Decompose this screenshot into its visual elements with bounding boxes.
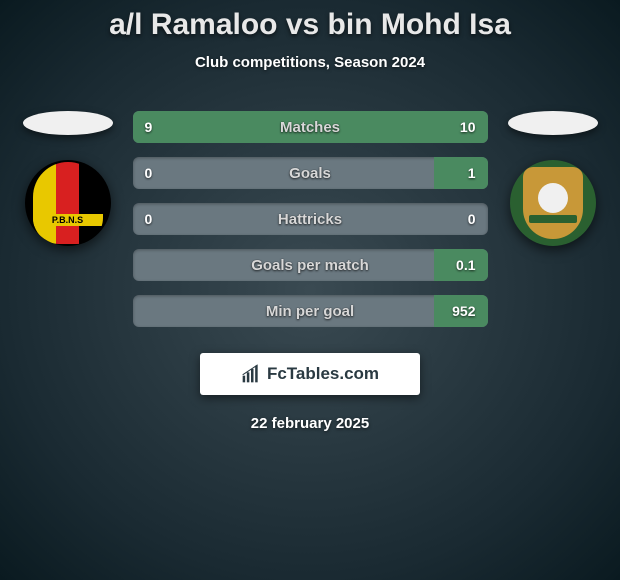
main-row: P.B.N.S 910Matches 01Goals 00Hattricks 0.1G… xyxy=(0,111,620,327)
stat-label: Matches xyxy=(133,111,488,143)
stat-label: Goals per match xyxy=(133,249,488,281)
right-badge-shield xyxy=(523,167,583,239)
bar-chart-icon xyxy=(241,364,261,384)
stat-bar: 952Min per goal xyxy=(133,295,488,327)
stat-bar: 0.1Goals per match xyxy=(133,249,488,281)
page-subtitle: Club competitions, Season 2024 xyxy=(0,54,620,71)
right-player-col xyxy=(498,111,608,246)
right-badge-emblem xyxy=(538,183,568,213)
left-player-col: P.B.N.S xyxy=(13,111,123,246)
left-flag-oval xyxy=(23,111,113,135)
stats-column: 910Matches 01Goals 00Hattricks 0.1Goals per… xyxy=(133,111,488,327)
left-badge-shield: P.B.N.S xyxy=(33,162,103,244)
right-flag-oval xyxy=(508,111,598,135)
footer-brand-text: FcTables.com xyxy=(267,364,379,384)
footer-branding[interactable]: FcTables.com xyxy=(200,353,420,395)
comparison-container: a/l Ramaloo vs bin Mohd Isa Club competi… xyxy=(0,0,620,432)
stat-bar: 01Goals xyxy=(133,157,488,189)
page-title: a/l Ramaloo vs bin Mohd Isa xyxy=(0,8,620,42)
badge-stripe-red xyxy=(56,162,79,244)
right-club-badge xyxy=(510,160,596,246)
stat-bar: 910Matches xyxy=(133,111,488,143)
left-badge-text: P.B.N.S xyxy=(33,214,103,226)
date-line: 22 february 2025 xyxy=(0,415,620,432)
left-club-badge: P.B.N.S xyxy=(25,160,111,246)
right-badge-banner xyxy=(529,215,577,223)
stat-bar: 00Hattricks xyxy=(133,203,488,235)
stat-label: Min per goal xyxy=(133,295,488,327)
badge-stripe-yellow xyxy=(33,162,56,244)
badge-stripe-black xyxy=(79,162,102,244)
stat-label: Goals xyxy=(133,157,488,189)
stat-label: Hattricks xyxy=(133,203,488,235)
